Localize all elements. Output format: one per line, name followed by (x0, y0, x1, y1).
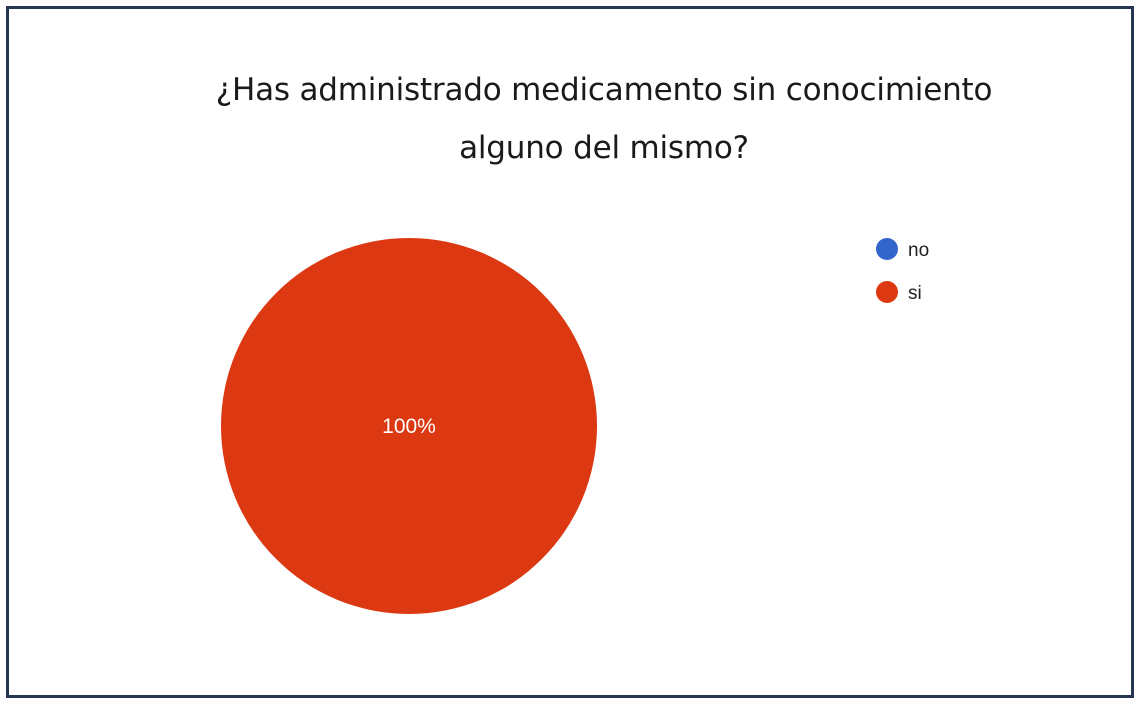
chart-title: ¿Has administrado medicamento sin conoci… (9, 61, 1140, 177)
chart-title-line-2: alguno del mismo? (459, 130, 749, 166)
chart-legend: no si (876, 238, 929, 304)
chart-title-line-1: ¿Has administrado medicamento sin conoci… (215, 72, 993, 108)
chart-frame: ¿Has administrado medicamento sin conoci… (6, 6, 1134, 698)
pie-slices: 100% (221, 238, 597, 614)
pie-chart: 100% no si (221, 238, 929, 614)
pie-slice-si (221, 238, 597, 614)
legend-label-no: no (908, 240, 929, 261)
legend-label-si: si (908, 283, 922, 304)
pie-slice-label-si: 100% (382, 415, 436, 438)
legend-marker-si (876, 281, 898, 303)
legend-marker-no (876, 238, 898, 260)
